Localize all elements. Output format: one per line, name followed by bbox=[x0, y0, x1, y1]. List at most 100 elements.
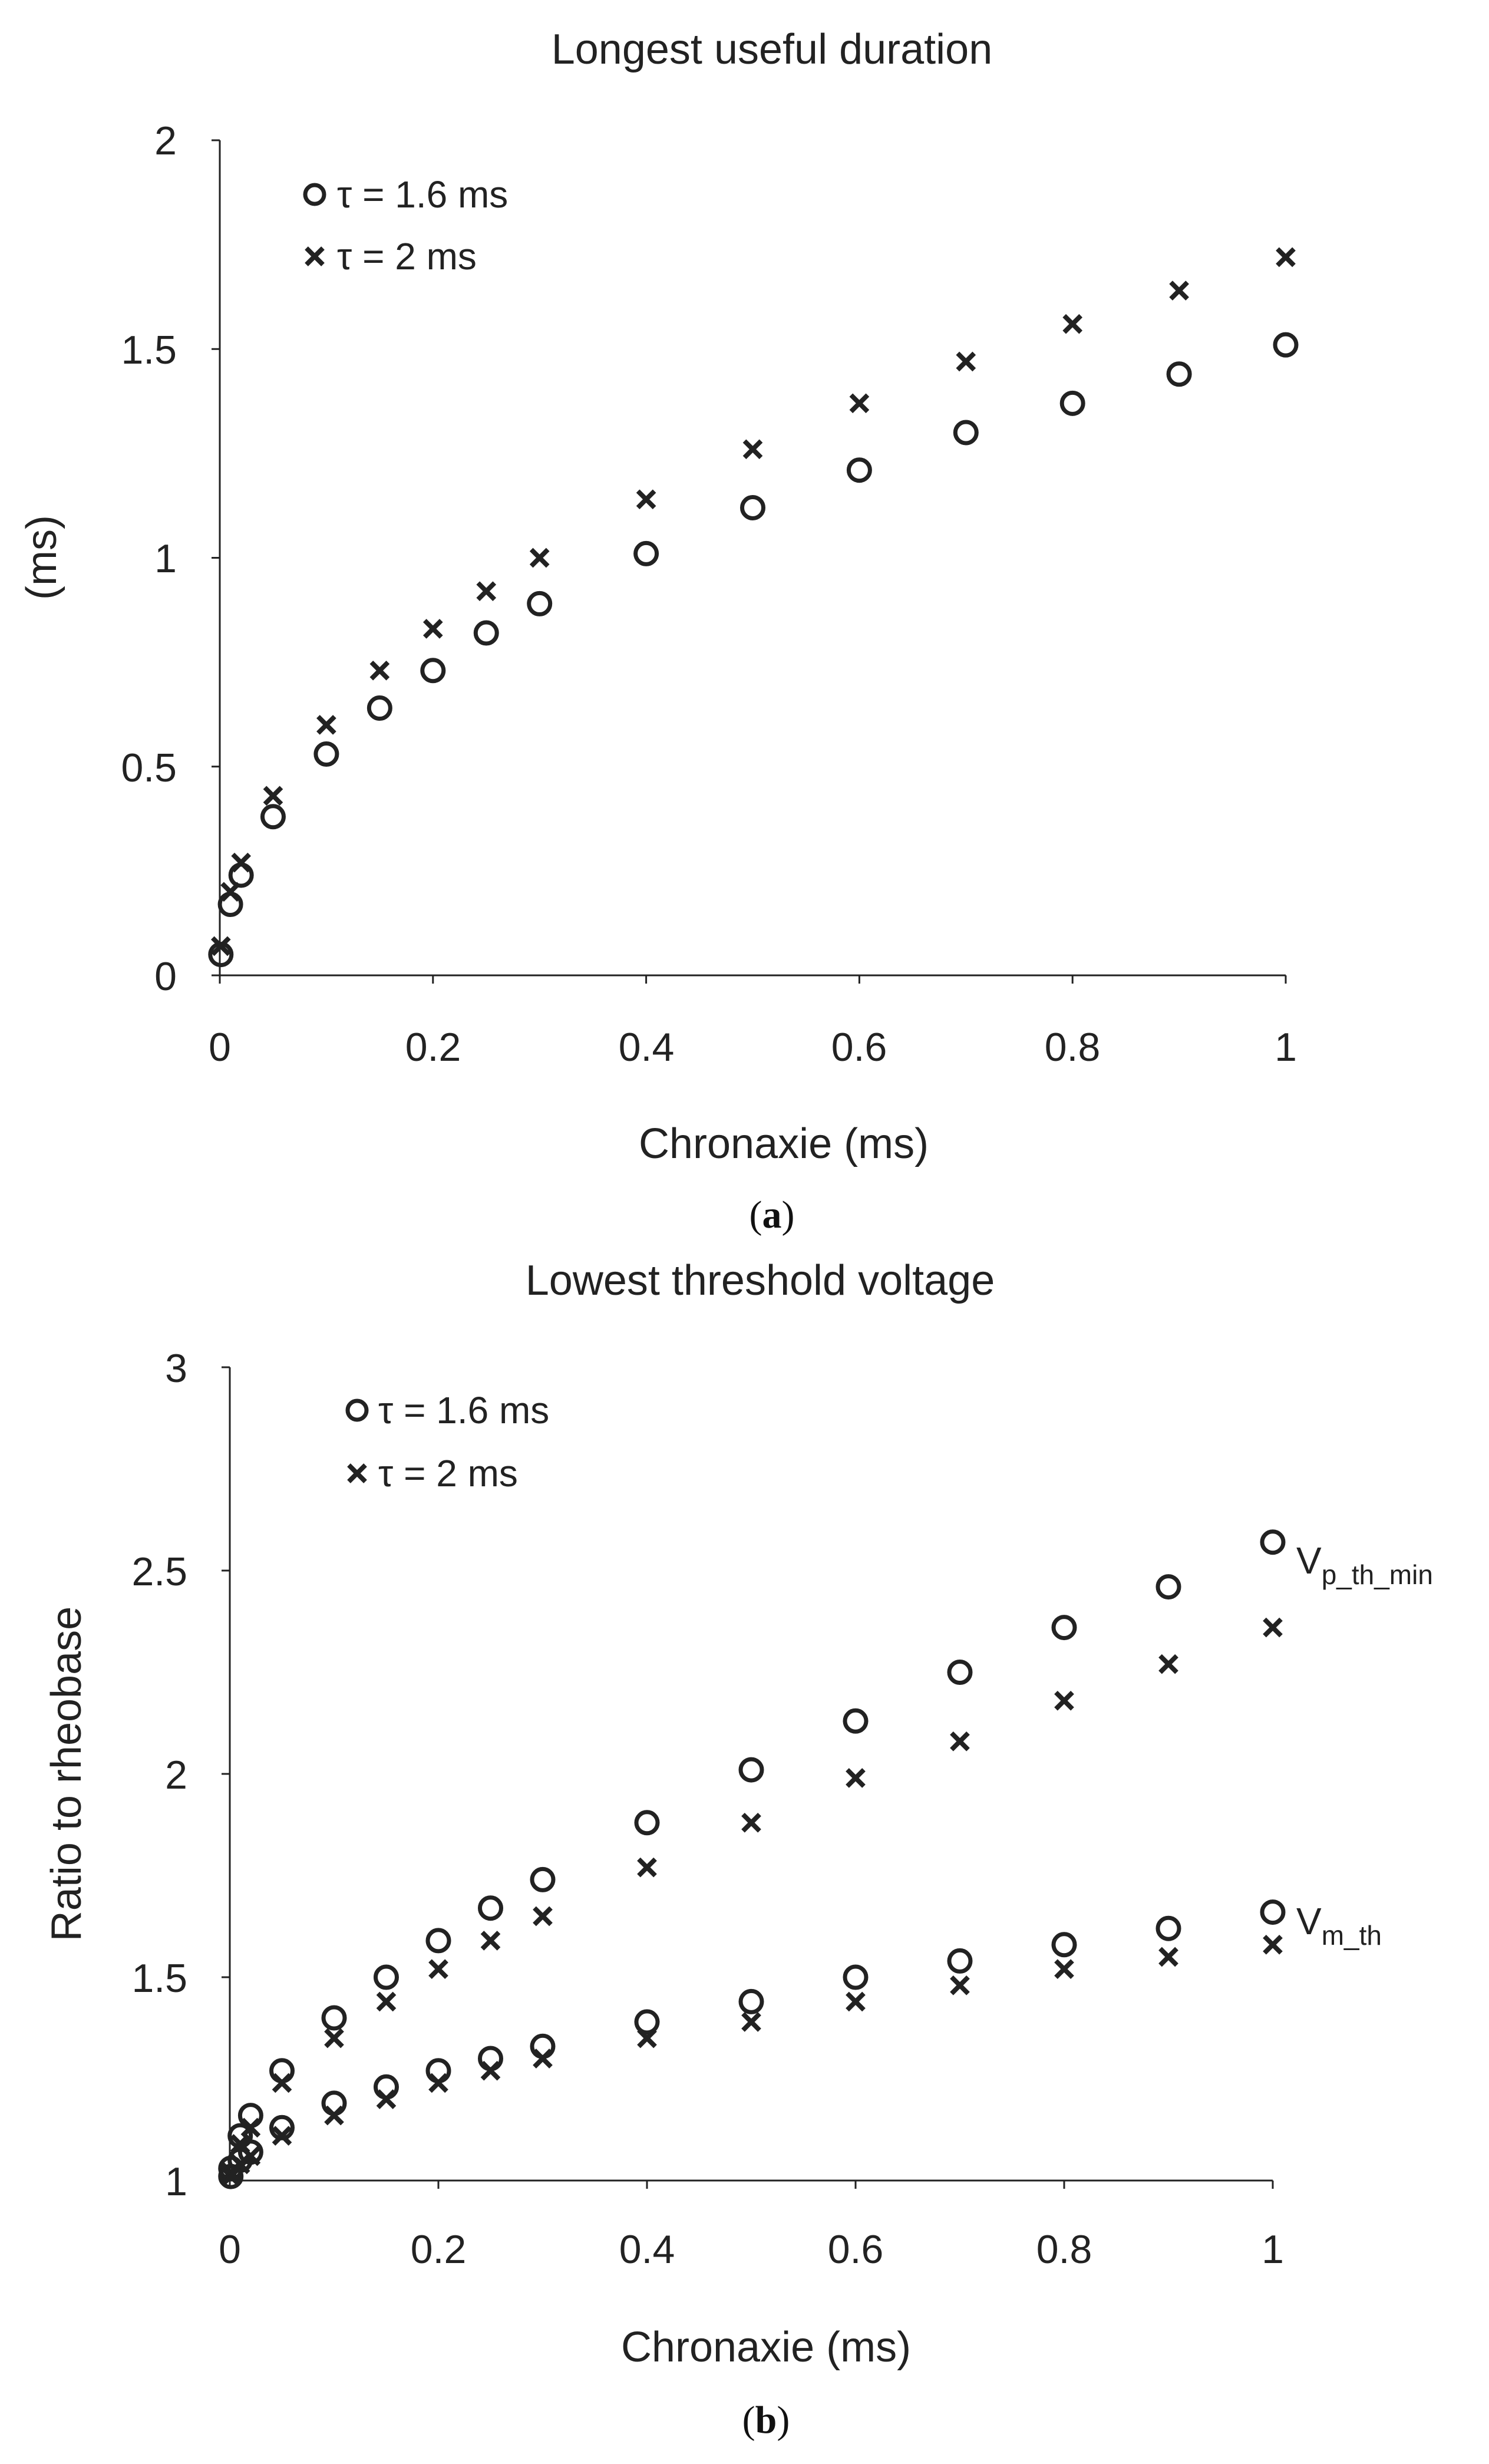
chart-b-series-1-point-14 bbox=[1158, 1654, 1178, 1674]
chart-b-series-0-point-7 bbox=[478, 1895, 503, 1921]
chart-b-ytick-label-2: 2 bbox=[165, 1753, 187, 1797]
chart-a-ytick-label-3: 1.5 bbox=[121, 328, 177, 372]
chart-b-xtick-label-2: 0.4 bbox=[619, 2227, 675, 2272]
chart-a-series-1-point-8 bbox=[529, 547, 550, 568]
chart-b-series-3-point-9 bbox=[637, 2028, 657, 2049]
chart-b-legend: τ = 1.6 ms τ = 2 ms bbox=[345, 1389, 549, 1495]
chart-a-series-1-point-15 bbox=[1276, 247, 1296, 268]
chart-a-ytick-label-4: 2 bbox=[154, 118, 177, 163]
chart-b-series-0-point-15 bbox=[1260, 1529, 1286, 1555]
chart-a-series-1-point-0 bbox=[210, 936, 231, 956]
chart-a-series-0-point-14 bbox=[1166, 361, 1192, 387]
chart-b-y-axis-title: Ratio to rheobase bbox=[43, 1607, 90, 1941]
chart-a-xtick-label-5: 1 bbox=[1275, 1025, 1297, 1070]
chart-b-series-3-point-14 bbox=[1158, 1947, 1178, 1967]
chart-b-series-0-point-4 bbox=[321, 2005, 347, 2031]
chart-b-series-0-point-9 bbox=[634, 1810, 660, 1836]
chart-b: Lowest threshold voltage 1 1.5 2 2.5 3 0… bbox=[43, 1257, 1433, 2442]
chart-b-series-1-point-13 bbox=[1054, 1690, 1074, 1711]
chart-b-title: Lowest threshold voltage bbox=[526, 1257, 995, 1304]
chart-b-series-2-point-13 bbox=[1051, 1932, 1077, 1958]
chart-a-series-1-point-7 bbox=[476, 581, 497, 602]
chart-b-series-0-point-12 bbox=[947, 1660, 973, 1685]
chart-b-series-3-point-8 bbox=[533, 2049, 553, 2069]
chart-b-series-2-point-11 bbox=[843, 1964, 869, 1990]
chart-b-legend-circle-marker bbox=[345, 1398, 369, 1422]
chart-b-series-3-point-6 bbox=[428, 2073, 448, 2093]
chart-a-series-1-point-2 bbox=[231, 852, 252, 873]
chart-a-series-1-point-14 bbox=[1169, 281, 1189, 301]
chart-b-series-0-point-14 bbox=[1155, 1574, 1181, 1600]
chart-a-series-1-point-1 bbox=[220, 882, 240, 902]
chart-a-series-0-point-15 bbox=[1273, 332, 1299, 358]
chart-a-y-axis-title: (ms) bbox=[18, 515, 65, 600]
chart-b-series-1-point-3 bbox=[272, 2073, 292, 2093]
chart-b-ytick-label-0: 1 bbox=[165, 2159, 187, 2204]
chart-a-legend-cross-marker bbox=[305, 246, 325, 266]
chart-a-series-0-point-8 bbox=[527, 591, 553, 616]
chart-a-xtick-label-4: 0.8 bbox=[1045, 1025, 1101, 1070]
chart-b-series-2-point-12 bbox=[947, 1948, 973, 1974]
chart-b-marks bbox=[218, 1366, 1286, 2189]
chart-b-series-0-point-13 bbox=[1051, 1615, 1077, 1641]
chart-a-title: Longest useful duration bbox=[552, 26, 993, 73]
chart-a-series-1-point-4 bbox=[316, 715, 336, 735]
chart-b-series-0-point-8 bbox=[530, 1866, 556, 1892]
chart-a-legend-label-1: τ = 2 ms bbox=[337, 235, 477, 278]
chart-b-series-0-point-6 bbox=[425, 1928, 451, 1954]
chart-b-xtick-label-4: 0.8 bbox=[1036, 2227, 1092, 2272]
chart-b-series-0-point-5 bbox=[374, 1964, 399, 1990]
chart-b-series-0-point-10 bbox=[738, 1757, 764, 1783]
chart-a-marks bbox=[208, 139, 1299, 984]
chart-b-annotation-vm-th-sub: m_th bbox=[1322, 1920, 1382, 1951]
chart-b-series-1-point-7 bbox=[480, 1931, 501, 1951]
chart-b-ytick-label-4: 3 bbox=[165, 1346, 187, 1391]
chart-b-series-2-point-14 bbox=[1155, 1915, 1181, 1941]
chart-a-series-1-point-5 bbox=[369, 660, 390, 681]
chart-b-series-3-point-10 bbox=[741, 2012, 761, 2032]
chart-b-annotation-vp-th-min-sub: p_th_min bbox=[1322, 1559, 1433, 1590]
chart-b-series-0-point-11 bbox=[843, 1708, 869, 1734]
chart-a-series-0-point-5 bbox=[367, 695, 392, 721]
chart-b-series-1-point-4 bbox=[324, 2028, 344, 2049]
chart-b-series-3-point-12 bbox=[950, 1975, 970, 1995]
chart-b-series-2-point-10 bbox=[738, 1988, 764, 2014]
chart-a-xtick-label-1: 0.2 bbox=[405, 1025, 461, 1070]
chart-b-series-3-point-3 bbox=[272, 2126, 292, 2146]
chart-a-legend-label-0: τ = 1.6 ms bbox=[337, 173, 508, 216]
chart-a-series-0-point-12 bbox=[953, 420, 979, 446]
chart-a-series-0-point-7 bbox=[473, 620, 499, 646]
chart-b-annotation-vp-th-min: Vp_th_min bbox=[1296, 1539, 1433, 1590]
chart-a-panel-label: (a) bbox=[750, 1193, 795, 1236]
chart-b-series-3-point-13 bbox=[1054, 1959, 1074, 1980]
chart-a-legend: τ = 1.6 ms τ = 2 ms bbox=[303, 173, 508, 278]
chart-b-series-3-point-5 bbox=[376, 2089, 397, 2109]
chart-b-series-1-point-8 bbox=[533, 1906, 553, 1927]
chart-b-series-1-point-2 bbox=[240, 2117, 261, 2138]
chart-a: Longest useful duration 0 0.5 1 1.5 2 0 … bbox=[18, 26, 1299, 1236]
chart-b-legend-label-1: τ = 2 ms bbox=[378, 1452, 518, 1495]
chart-b-xtick-label-5: 1 bbox=[1262, 2227, 1284, 2272]
chart-b-ytick-label-3: 2.5 bbox=[131, 1549, 187, 1594]
chart-a-series-1-point-10 bbox=[742, 439, 763, 460]
chart-b-series-2-point-9 bbox=[634, 2009, 660, 2035]
chart-a-series-0-point-4 bbox=[313, 741, 339, 767]
chart-b-annotation-vp-th-min-main: V bbox=[1296, 1539, 1322, 1582]
chart-b-series-1-point-9 bbox=[637, 1857, 657, 1878]
chart-b-series-2-point-2 bbox=[237, 2139, 263, 2165]
chart-b-legend-cross-marker bbox=[347, 1463, 367, 1483]
chart-a-series-1-point-9 bbox=[636, 489, 656, 510]
chart-a-ytick-label-0: 0 bbox=[154, 954, 177, 999]
chart-b-series-1-point-11 bbox=[846, 1768, 866, 1788]
chart-b-series-3-point-11 bbox=[846, 1991, 866, 2012]
chart-a-series-0-point-13 bbox=[1059, 390, 1085, 416]
chart-b-series-1-point-12 bbox=[950, 1731, 970, 1751]
chart-a-xtick-label-2: 0.4 bbox=[619, 1025, 675, 1070]
chart-b-ytick-label-1: 1.5 bbox=[131, 1956, 187, 2001]
chart-a-ytick-label-1: 0.5 bbox=[121, 746, 177, 790]
chart-a-series-1-point-13 bbox=[1062, 314, 1083, 334]
chart-b-series-3-point-7 bbox=[480, 2060, 501, 2081]
chart-a-series-1-point-11 bbox=[849, 393, 870, 414]
chart-a-series-1-point-6 bbox=[422, 619, 443, 639]
